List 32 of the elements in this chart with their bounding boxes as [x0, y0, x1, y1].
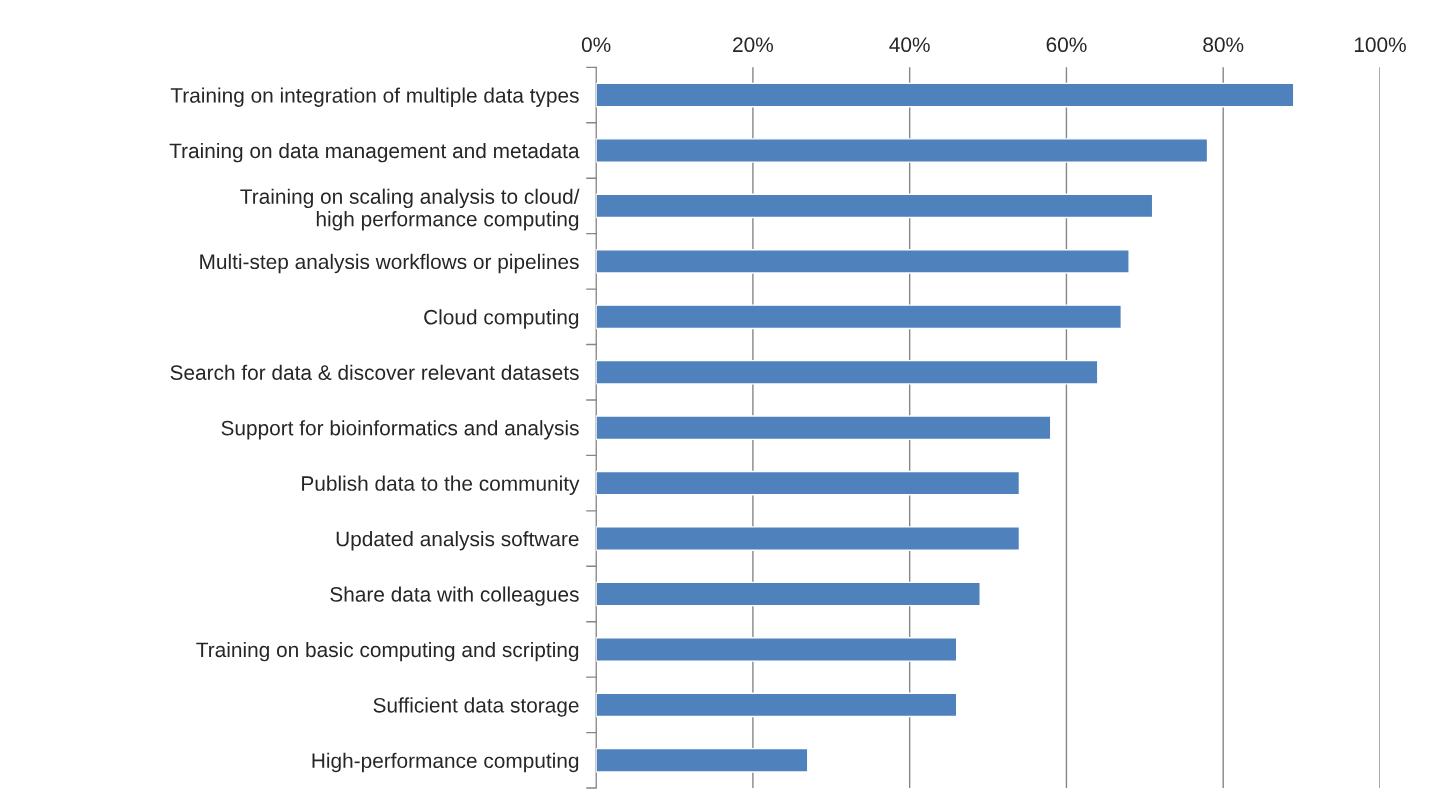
- bar: [596, 470, 1021, 496]
- x-tick-label: 60%: [1046, 37, 1087, 53]
- x-tick-label: 20%: [733, 37, 774, 53]
- bar: [596, 747, 809, 773]
- bar: [596, 249, 1130, 274]
- x-tick-label: 40%: [889, 37, 930, 53]
- y-tick-label: Updated analysis software: [336, 531, 579, 551]
- bar: [596, 138, 1209, 163]
- x-tick-label: 100%: [1354, 37, 1406, 53]
- bar: [596, 415, 1052, 441]
- y-tick-label: Multi-step analysis workflows or pipelines: [200, 253, 579, 274]
- y-tick-label: Cloud computing: [424, 309, 579, 329]
- y-tick-label: Training on integration of multiple data types: [170, 87, 579, 107]
- bar: [596, 526, 1021, 551]
- bar: [596, 82, 1295, 108]
- y-tick-label: Support for bioinformatics and analysis: [221, 420, 579, 440]
- y-tick-label: Share data with colleagues: [330, 586, 579, 606]
- y-tick-label: Publish data to the community: [302, 475, 580, 495]
- y-tick-label: Training on basic computing and scripting: [196, 641, 579, 662]
- bar: [596, 304, 1123, 330]
- y-tick-label: Training on scaling analysis to cloud/ high performance computing: [240, 188, 580, 231]
- y-tick-label: Sufficient data storage: [373, 697, 579, 717]
- y-tick-label: Search for data & discover relevant datasets: [170, 364, 579, 380]
- bar: [596, 692, 958, 718]
- x-tick-label: 0%: [581, 37, 611, 53]
- bar: [596, 637, 958, 662]
- bar: [596, 193, 1154, 219]
- y-tick-label: Training on data management and metadata: [169, 142, 580, 163]
- y-tick-label: High-performance computing: [312, 752, 579, 773]
- bar: [596, 581, 981, 607]
- x-tick-label: 80%: [1203, 37, 1244, 53]
- bar: [596, 359, 1099, 385]
